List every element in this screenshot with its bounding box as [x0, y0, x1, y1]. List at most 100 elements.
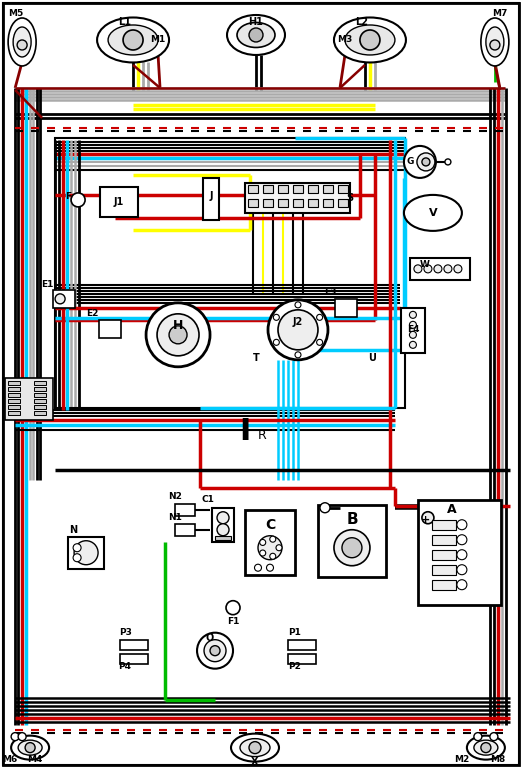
Bar: [34, 392, 46, 397]
Ellipse shape: [97, 18, 169, 62]
Circle shape: [267, 564, 274, 571]
Bar: [288, 640, 316, 650]
Circle shape: [317, 314, 323, 320]
Bar: [68, 537, 104, 569]
Ellipse shape: [474, 740, 498, 755]
Text: F1: F1: [227, 617, 239, 626]
Text: +: +: [421, 515, 431, 525]
Circle shape: [404, 146, 436, 178]
Bar: [432, 564, 456, 574]
Circle shape: [360, 30, 380, 50]
Text: E4: E4: [407, 326, 419, 334]
Circle shape: [424, 265, 432, 273]
Bar: [338, 185, 348, 193]
Ellipse shape: [334, 18, 406, 62]
Text: L2: L2: [355, 17, 369, 27]
Circle shape: [258, 536, 282, 560]
Circle shape: [457, 550, 467, 560]
Bar: [34, 405, 46, 409]
Circle shape: [217, 524, 229, 536]
Text: N2: N2: [168, 492, 182, 502]
Bar: [432, 580, 456, 590]
Circle shape: [342, 538, 362, 558]
Circle shape: [417, 153, 435, 171]
Bar: [293, 199, 303, 207]
Bar: [308, 199, 318, 207]
Bar: [100, 187, 138, 217]
Circle shape: [268, 300, 328, 360]
Bar: [263, 199, 273, 207]
Circle shape: [157, 314, 199, 356]
Bar: [8, 387, 20, 391]
Circle shape: [490, 733, 498, 740]
Ellipse shape: [237, 22, 275, 48]
Circle shape: [434, 265, 442, 273]
Bar: [278, 185, 288, 193]
Ellipse shape: [227, 15, 285, 55]
Text: U: U: [368, 353, 376, 362]
Bar: [410, 258, 470, 280]
Text: J1: J1: [114, 197, 124, 207]
Circle shape: [226, 601, 240, 614]
Text: C: C: [265, 518, 275, 531]
Circle shape: [17, 40, 27, 50]
Circle shape: [490, 40, 500, 50]
Text: M6: M6: [3, 755, 18, 764]
Circle shape: [454, 265, 462, 273]
Text: A: A: [447, 503, 457, 516]
Ellipse shape: [13, 27, 31, 57]
Ellipse shape: [467, 736, 505, 760]
Circle shape: [409, 321, 417, 329]
Bar: [432, 550, 456, 560]
Circle shape: [249, 742, 261, 753]
Circle shape: [457, 535, 467, 545]
Bar: [8, 392, 20, 397]
Bar: [418, 500, 501, 604]
Bar: [338, 199, 348, 207]
Text: M4: M4: [28, 755, 43, 764]
Text: E1: E1: [41, 280, 53, 290]
Text: R: R: [258, 429, 266, 442]
Text: E2: E2: [86, 310, 98, 319]
Bar: [308, 185, 318, 193]
Circle shape: [123, 30, 143, 50]
Circle shape: [457, 564, 467, 574]
Circle shape: [409, 331, 417, 339]
Circle shape: [444, 265, 452, 273]
Bar: [215, 536, 231, 540]
Bar: [248, 185, 258, 193]
Circle shape: [197, 633, 233, 669]
Bar: [401, 308, 425, 353]
Circle shape: [317, 339, 323, 346]
Bar: [175, 524, 195, 536]
Bar: [248, 199, 258, 207]
Bar: [203, 178, 219, 220]
Bar: [323, 199, 333, 207]
Circle shape: [73, 544, 81, 551]
Ellipse shape: [231, 733, 279, 762]
Text: H: H: [173, 319, 183, 333]
Circle shape: [270, 553, 276, 559]
Ellipse shape: [11, 736, 49, 760]
Bar: [432, 535, 456, 545]
Text: G: G: [406, 157, 413, 167]
Text: M7: M7: [492, 9, 507, 18]
Bar: [120, 640, 148, 650]
Text: T: T: [253, 353, 259, 362]
Circle shape: [260, 539, 266, 545]
Bar: [263, 185, 273, 193]
Text: C1: C1: [201, 495, 215, 505]
Text: M1: M1: [150, 35, 165, 45]
Bar: [245, 510, 295, 574]
Circle shape: [422, 158, 430, 166]
Text: N1: N1: [168, 513, 182, 522]
Circle shape: [409, 311, 417, 319]
Text: L1: L1: [118, 17, 132, 27]
Text: P3: P3: [118, 628, 132, 637]
Bar: [55, 138, 405, 408]
Circle shape: [474, 733, 482, 740]
Circle shape: [295, 302, 301, 308]
Circle shape: [414, 265, 422, 273]
Bar: [245, 183, 350, 213]
Bar: [8, 405, 20, 409]
